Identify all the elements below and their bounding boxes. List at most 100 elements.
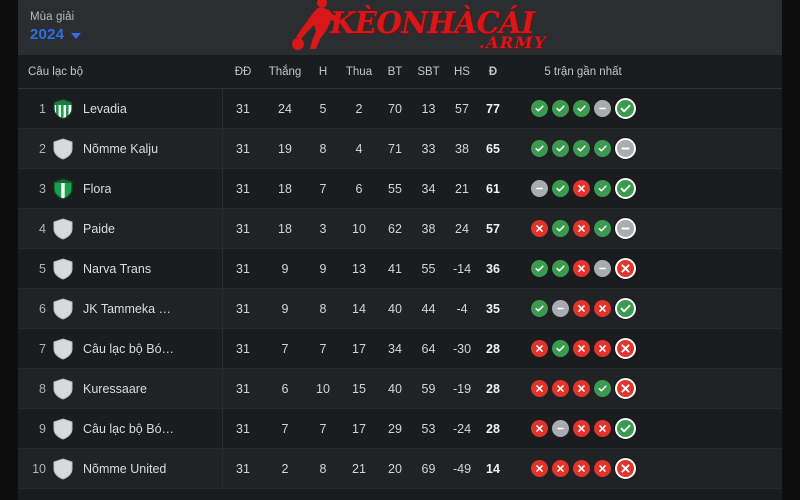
row-club-name[interactable]: Nõmme Kalju	[83, 141, 159, 156]
table-row[interactable]: 6 JK Tammeka … 31 9 8 14 40 44 -4 35	[18, 289, 782, 329]
table-row[interactable]: 7 Câu lạc bộ Bó… 31 7 7 17 34 64 -30 28	[18, 329, 782, 369]
table-row[interactable]: 4 Paide 31 18 3 10 62 38 24 57	[18, 209, 782, 249]
row-club-cell[interactable]: 4 Paide	[18, 209, 223, 248]
form-loss-icon	[530, 460, 548, 477]
row-rank: 4	[39, 221, 46, 236]
form-loss-icon	[572, 180, 590, 197]
form-win-icon	[551, 340, 569, 357]
row-rank: 6	[39, 301, 46, 316]
table-row[interactable]: 10 Nõmme United 31 2 8 21 20 69 -49 14	[18, 449, 782, 489]
row-crest	[52, 177, 74, 200]
column-header-drawn[interactable]: H	[318, 65, 328, 78]
row-club-name[interactable]: Câu lạc bộ Bó…	[83, 341, 175, 356]
row-played: 31	[236, 381, 250, 396]
row-points: 14	[486, 461, 500, 476]
table-row[interactable]: 8 Kuressaare 31 6 10 15 40 59 -19 28	[18, 369, 782, 409]
row-crest	[52, 337, 74, 360]
row-club-cell[interactable]: 7 Câu lạc bộ Bó…	[18, 329, 223, 368]
row-club-name[interactable]: JK Tammeka …	[83, 301, 171, 316]
season-selector[interactable]: Mùa giải 2024	[30, 11, 82, 43]
form-loss-icon	[572, 460, 590, 477]
row-club-name[interactable]: Flora	[83, 181, 112, 196]
row-goals-for: 70	[388, 101, 402, 116]
column-header-goals-for[interactable]: BT	[387, 65, 403, 78]
column-header-lost[interactable]: Thua	[345, 65, 373, 78]
column-header-points[interactable]: Đ	[488, 65, 498, 78]
row-club-cell[interactable]: 2 Nõmme Kalju	[18, 129, 223, 168]
form-loss-icon	[530, 220, 548, 237]
season-value-row[interactable]: 2024	[30, 26, 82, 43]
table-header-row: Câu lạc bộ ĐĐ Thắng H Thua BT SBT HS Đ 5…	[18, 55, 782, 89]
header-club-col: Câu lạc bộ	[18, 55, 223, 88]
table-row[interactable]: 9 Câu lạc bộ Bó… 31 7 7 17 29 53 -24 28	[18, 409, 782, 449]
row-lost: 15	[352, 381, 366, 396]
form-loss-icon	[551, 380, 569, 397]
row-goals-against: 44	[421, 301, 436, 316]
form-win-icon	[593, 180, 611, 197]
table-row[interactable]: 2 Nõmme Kalju 31 19 8 4 71 33 38 65	[18, 129, 782, 169]
row-drawn: 7	[319, 341, 327, 356]
table-row[interactable]: 1 Levadia 31 24 5 2 70 13 57 77	[18, 89, 782, 129]
row-goals-for: 29	[388, 421, 402, 436]
column-header-goals-against[interactable]: SBT	[417, 65, 440, 78]
chevron-down-icon[interactable]	[71, 33, 82, 40]
row-goal-diff: -49	[452, 461, 472, 476]
row-rank: 8	[39, 381, 46, 396]
flora-crest	[53, 177, 73, 200]
row-drawn: 5	[319, 101, 327, 116]
row-club-name[interactable]: Câu lạc bộ Bó…	[83, 421, 175, 436]
column-header-won[interactable]: Thắng	[268, 65, 302, 78]
row-club-cell[interactable]: 10 Nõmme United	[18, 449, 223, 488]
row-lost: 2	[355, 101, 363, 116]
column-header-played[interactable]: ĐĐ	[234, 65, 252, 78]
row-club-cell[interactable]: 8 Kuressaare	[18, 369, 223, 408]
row-stats: 31 7 7 17 29 53 -24 28	[223, 409, 508, 448]
row-club-name[interactable]: Paide	[83, 221, 115, 236]
row-club-name[interactable]: Nõmme United	[83, 461, 167, 476]
table-row[interactable]: 5 Narva Trans 31 9 9 13 41 55 -14 36	[18, 249, 782, 289]
row-rank: 10	[32, 461, 46, 476]
row-played: 31	[236, 341, 250, 356]
row-goals-for: 62	[388, 221, 402, 236]
form-draw-icon	[593, 100, 611, 117]
form-win-icon	[551, 260, 569, 277]
row-club-name[interactable]: Kuressaare	[83, 381, 147, 396]
row-stats: 31 7 7 17 34 64 -30 28	[223, 329, 508, 368]
form-loss-icon	[614, 458, 636, 479]
row-drawn: 7	[319, 421, 327, 436]
row-club-cell[interactable]: 1 Levadia	[18, 89, 223, 128]
form-draw-icon	[593, 260, 611, 277]
row-goals-against: 64	[421, 341, 436, 356]
row-goals-against: 55	[421, 261, 436, 276]
row-lost: 13	[352, 261, 366, 276]
row-club-name[interactable]: Narva Trans	[83, 261, 152, 276]
row-club-cell[interactable]: 3 Flora	[18, 169, 223, 208]
row-lost: 6	[355, 181, 363, 196]
row-goals-for: 40	[388, 301, 402, 316]
watermark-subtitle: .ARMY	[479, 33, 547, 52]
row-goal-diff: 24	[455, 221, 469, 236]
row-stats: 31 2 8 21 20 69 -49 14	[223, 449, 508, 488]
column-header-goal-diff[interactable]: HS	[454, 65, 470, 78]
form-win-icon	[572, 100, 590, 117]
form-loss-icon	[572, 380, 590, 397]
row-club-cell[interactable]: 6 JK Tammeka …	[18, 289, 223, 328]
row-club-cell[interactable]: 5 Narva Trans	[18, 249, 223, 288]
row-won: 9	[281, 261, 289, 276]
form-win-icon	[593, 140, 611, 157]
row-drawn: 8	[319, 141, 327, 156]
form-loss-icon	[530, 420, 548, 437]
row-form	[508, 458, 648, 479]
form-win-icon	[614, 178, 636, 199]
row-club-cell[interactable]: 9 Câu lạc bộ Bó…	[18, 409, 223, 448]
form-loss-icon	[614, 258, 636, 279]
form-win-icon	[530, 100, 548, 117]
generic-crest	[53, 377, 73, 400]
row-points: 65	[486, 141, 500, 156]
row-form	[508, 178, 648, 199]
table-row[interactable]: 3 Flora 31 18 7 6 55 34 21 61	[18, 169, 782, 209]
row-drawn: 8	[319, 301, 327, 316]
row-drawn: 3	[319, 221, 327, 236]
form-loss-icon	[530, 340, 548, 357]
row-club-name[interactable]: Levadia	[83, 101, 127, 116]
